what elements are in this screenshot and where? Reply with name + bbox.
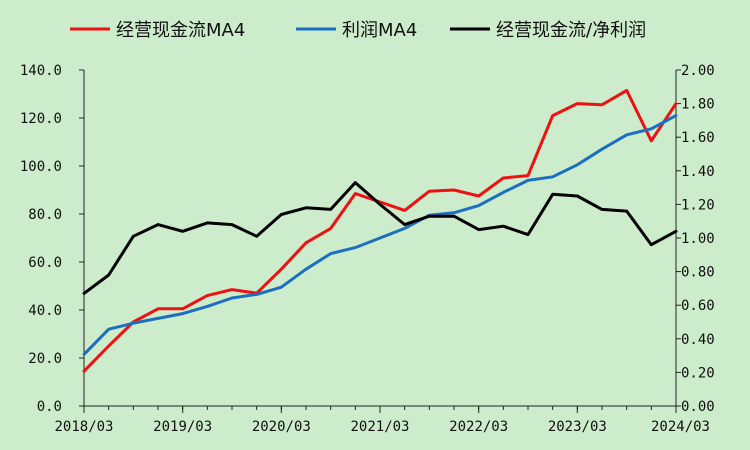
left-tick-label: 0.0 <box>37 399 62 415</box>
series-line <box>82 114 678 356</box>
left-tick-label: 120.0 <box>20 111 62 127</box>
right-tick-label: 1.80 <box>681 97 715 113</box>
series-line <box>82 88 678 373</box>
legend-label: 利润MA4 <box>342 20 417 41</box>
x-tick-label: 2020/03 <box>252 419 311 435</box>
right-tick-label: 1.60 <box>681 130 715 146</box>
series-line <box>82 181 678 295</box>
right-axis-ticks: 0.00 0.20 0.40 0.60 0.80 1.00 1.20 1.40 1.60 1.80… <box>676 63 715 415</box>
legend-label: 经营现金流/净利润 <box>496 20 646 41</box>
left-tick-label: 140.0 <box>20 63 62 79</box>
legend: 经营现金流MA4 利润MA4 经营现金流/净利润 <box>70 20 646 41</box>
left-tick-label: 100.0 <box>20 159 62 175</box>
left-tick-label: 80.0 <box>28 207 62 223</box>
right-tick-label: 2.00 <box>681 63 715 79</box>
right-tick-label: 0.40 <box>681 332 715 348</box>
left-tick-label: 40.0 <box>28 303 62 319</box>
x-tick-label: 2022/03 <box>449 419 508 435</box>
left-tick-label: 20.0 <box>28 351 62 367</box>
x-tick-label: 2021/03 <box>350 419 409 435</box>
x-tick-label: 2024/03 <box>651 419 710 435</box>
right-tick-label: 0.80 <box>681 265 715 281</box>
series-lines <box>82 88 678 373</box>
right-tick-label: 1.40 <box>681 164 715 180</box>
x-axis-ticks: 2018/03 2019/03 2020/03 2021/03 2022/03 2023/… <box>54 406 710 435</box>
x-tick-label: 2023/03 <box>548 419 607 435</box>
right-tick-label: 0.20 <box>681 365 715 381</box>
right-tick-label: 0.00 <box>681 399 715 415</box>
left-tick-label: 60.0 <box>28 255 62 271</box>
right-tick-label: 1.00 <box>681 231 715 247</box>
x-tick-label: 2018/03 <box>54 419 113 435</box>
x-tick-label: 2019/03 <box>153 419 212 435</box>
legend-label: 经营现金流MA4 <box>116 20 245 41</box>
right-tick-label: 1.20 <box>681 197 715 213</box>
right-tick-label: 0.60 <box>681 298 715 314</box>
left-axis-ticks: 0.0 20.0 40.0 60.0 80.0 100.0 120.0 140.0 <box>20 63 84 415</box>
